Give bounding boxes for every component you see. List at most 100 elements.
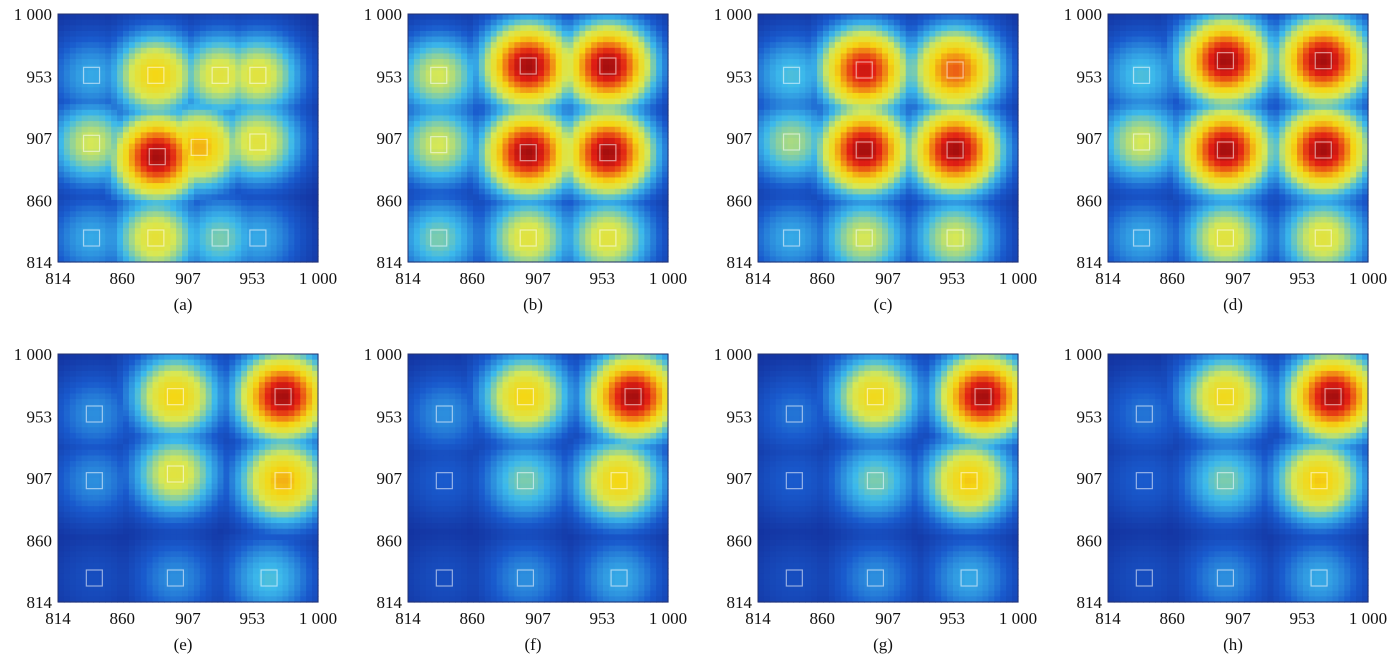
heatmap-cell	[176, 256, 183, 263]
heatmap-cell	[264, 256, 272, 263]
heatmap-cell	[650, 228, 657, 235]
heatmap-cell	[170, 47, 177, 55]
heatmap-cell	[443, 160, 450, 167]
heatmap-cell	[662, 216, 669, 224]
heatmap-cell	[152, 245, 160, 252]
heatmap-cell	[490, 233, 498, 241]
heatmap-cell	[164, 76, 171, 83]
heatmap-cell	[419, 87, 427, 94]
heatmap-cell	[288, 42, 295, 49]
heatmap-cell	[520, 250, 527, 257]
heatmap-cell	[87, 166, 95, 173]
heatmap-cell	[834, 171, 842, 179]
heatmap-cell	[538, 256, 545, 263]
heatmap-cell	[455, 149, 462, 156]
heatmap-cell	[811, 132, 818, 139]
heatmap-cell	[662, 160, 669, 167]
heatmap-cell	[520, 200, 527, 207]
heatmap-cell	[193, 30, 201, 38]
heatmap-cell	[205, 183, 213, 190]
heatmap-cell	[276, 256, 284, 263]
heatmap-cell	[561, 138, 569, 145]
heatmap-cell	[490, 115, 498, 122]
heatmap-cell	[787, 30, 795, 38]
heatmap-cell	[264, 98, 272, 105]
heatmap-cell	[638, 194, 645, 201]
heatmap-cell	[852, 109, 860, 117]
heatmap-cell	[840, 194, 848, 201]
heatmap-cell	[608, 211, 616, 218]
heatmap-cell	[81, 70, 89, 77]
heatmap-cell	[656, 143, 663, 150]
heatmap-cell	[99, 126, 106, 133]
heatmap-cell	[876, 104, 883, 111]
heatmap-cell	[591, 205, 598, 212]
heatmap-cell	[473, 92, 480, 100]
heatmap-cell	[199, 143, 207, 150]
heatmap-cell	[828, 177, 836, 184]
heatmap-cell	[63, 149, 71, 156]
heatmap-cell	[591, 250, 598, 257]
heatmap-cell	[817, 30, 824, 38]
heatmap-cell	[306, 30, 313, 38]
heatmap-cell	[823, 183, 830, 190]
heatmap-cell	[312, 256, 319, 263]
heatmap-cell	[205, 92, 213, 100]
heatmap-cell	[496, 200, 504, 207]
heatmap-cell	[490, 109, 498, 117]
heatmap-cell	[775, 70, 783, 77]
heatmap-cell	[538, 19, 545, 26]
heatmap-cell	[193, 70, 201, 77]
heatmap-cell	[644, 59, 651, 66]
heatmap-cell	[650, 109, 657, 117]
heatmap-cell	[555, 222, 563, 229]
heatmap-cell	[164, 200, 171, 207]
heatmap-cell	[408, 256, 415, 263]
heatmap-cell	[573, 19, 580, 26]
heatmap-cell	[555, 25, 563, 32]
heatmap-cell	[573, 70, 580, 77]
heatmap-cell	[632, 250, 640, 257]
heatmap-cell	[514, 115, 521, 122]
heatmap-cell	[893, 81, 901, 88]
heatmap-cell	[282, 64, 290, 71]
heatmap-cell	[170, 177, 177, 184]
heatmap-cell	[561, 233, 569, 241]
heatmap-cell	[247, 200, 254, 207]
heatmap-cell	[111, 138, 118, 145]
heatmap-cell	[443, 222, 450, 229]
heatmap-cell	[811, 115, 818, 122]
heatmap-cell	[597, 171, 604, 179]
heatmap-cell	[461, 194, 468, 201]
heatmap-cell	[626, 87, 634, 94]
heatmap-cell	[211, 154, 219, 162]
heatmap-cell	[247, 81, 254, 88]
heatmap-cell	[123, 171, 130, 179]
heatmap-cell	[603, 64, 610, 71]
heatmap-cell	[579, 228, 586, 235]
heatmap-cell	[834, 81, 842, 88]
heatmap-cell	[117, 177, 124, 184]
heatmap-cell	[514, 177, 521, 184]
heatmap-cell	[105, 188, 112, 195]
heatmap-cell	[823, 109, 830, 117]
heatmap-cell	[846, 250, 854, 257]
heatmap-cell	[140, 138, 148, 145]
heatmap-cell	[834, 205, 842, 212]
heatmap-cell	[211, 104, 219, 111]
heatmap-cell	[443, 92, 450, 100]
heatmap-cell	[264, 143, 272, 150]
heatmap-cell	[449, 166, 456, 173]
heatmap-cell	[211, 222, 219, 229]
heatmap-cell	[526, 245, 533, 252]
heatmap-cell	[573, 53, 580, 60]
heatmap-cell	[632, 70, 640, 77]
heatmap-cell	[229, 149, 236, 156]
heatmap-cell	[514, 14, 521, 21]
heatmap-cell	[502, 126, 510, 133]
heatmap-cell	[199, 194, 207, 201]
heatmap-cell	[555, 177, 563, 184]
heatmap-cell	[437, 76, 445, 83]
heatmap-cell	[561, 149, 569, 156]
heatmap-cell	[758, 121, 765, 128]
